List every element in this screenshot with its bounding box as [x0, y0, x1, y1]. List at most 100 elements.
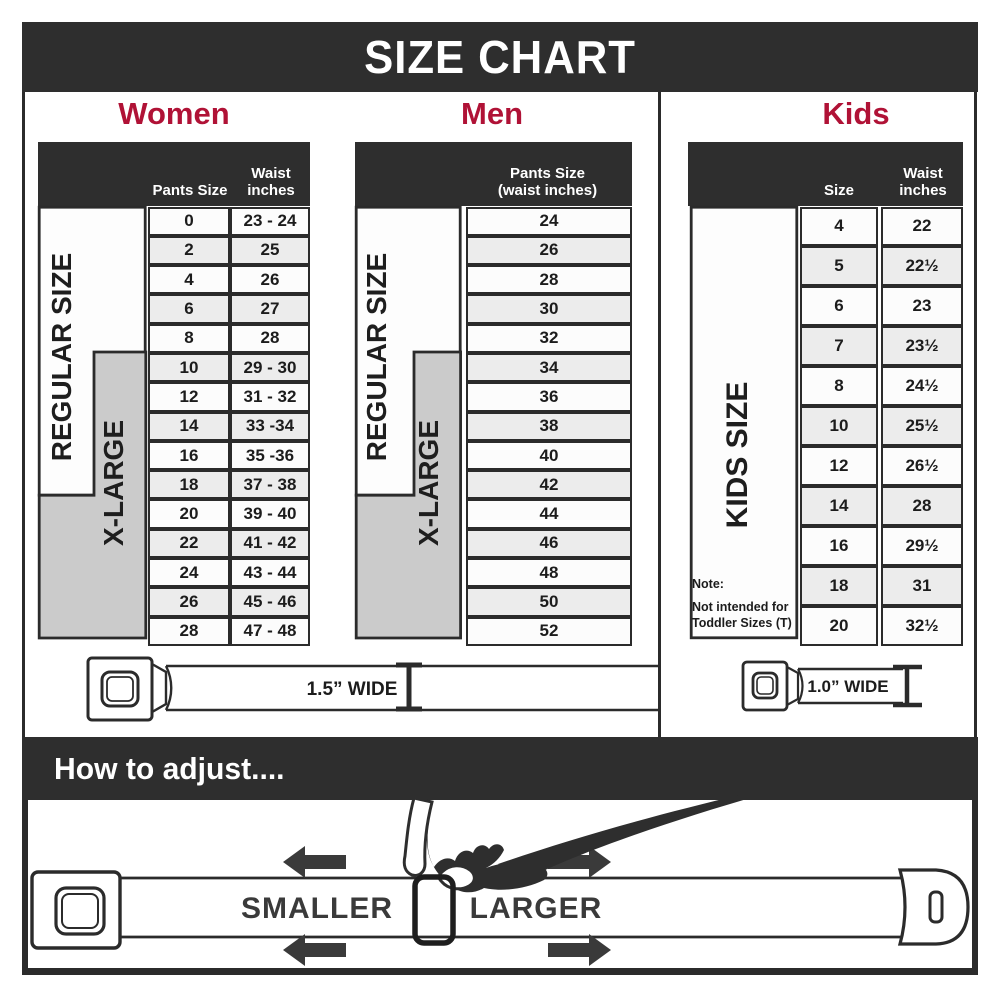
table-row: 28 47 - 48	[148, 616, 310, 646]
width-measure-icon	[396, 662, 422, 712]
waist-inches-cell: 23½	[881, 326, 963, 367]
kids-note: Note: Not intended for Toddler Sizes (T)	[692, 577, 792, 630]
pants-size-cell: 52	[466, 616, 632, 646]
size-cell: 7	[800, 326, 878, 367]
table-row: 44	[466, 499, 632, 529]
waist-inches-cell: 22½	[881, 246, 963, 287]
waist-inches-cell: 47 - 48	[230, 616, 310, 646]
waist-inches-cell: 29 - 30	[230, 352, 310, 383]
pants-size-cell: 16	[148, 440, 230, 471]
waist-inches-cell: 25½	[881, 406, 963, 447]
pants-size-cell: 20	[148, 499, 230, 529]
table-row: 50	[466, 587, 632, 617]
table-row: 30	[466, 294, 632, 324]
women-heading: Women	[118, 96, 230, 131]
table-row: 46	[466, 528, 632, 559]
table-row: 20 32½	[800, 605, 963, 646]
table-row: 18 31	[800, 565, 963, 606]
women-regular-label: REGULAR SIZE	[46, 253, 77, 461]
kids-size-table: 4 22 5 22½ 6 23 7 23½ 8 24½ 10 25½ 12 26½ 14 28 16 29½ 18 3…	[800, 206, 963, 646]
women-xlarge-box	[37, 350, 148, 640]
men-col-header: Pants Size (waist inches)	[497, 165, 598, 199]
title-band: SIZE CHART	[22, 22, 978, 92]
waist-inches-cell: 28	[881, 486, 963, 526]
kids-size-box	[689, 205, 799, 640]
belt-slider	[412, 874, 456, 946]
seatbelt-buckle-icon	[30, 870, 122, 950]
hand-icon	[402, 794, 764, 893]
women-size-table: 0 23 - 24 2 25 4 26 6 27 8 28 10 29 - 30 12 31 - 32 14…	[148, 206, 310, 646]
kids-size-label: KIDS SIZE	[721, 382, 754, 529]
table-row: 22 41 - 42	[148, 528, 310, 559]
page-title: SIZE CHART	[364, 31, 636, 83]
table-row: 28	[466, 265, 632, 295]
table-row: 20 39 - 40	[148, 499, 310, 529]
table-row: 42	[466, 470, 632, 500]
table-row: 18 37 - 38	[148, 470, 310, 500]
pants-size-cell: 10	[148, 352, 230, 383]
kids-belt-width-label: 1.0” WIDE	[807, 677, 888, 696]
waist-inches-cell: 29½	[881, 526, 963, 566]
pants-size-cell: 38	[466, 411, 632, 441]
waist-inches-cell: 23	[881, 286, 963, 327]
waist-inches-cell: 43 - 44	[230, 558, 310, 588]
table-row: 2 25	[148, 235, 310, 266]
women-col2-header: Waist inches	[247, 165, 295, 199]
men-xlarge-label: X-LARGE	[413, 420, 444, 546]
pants-size-cell: 24	[466, 206, 632, 236]
table-row: 16 29½	[800, 526, 963, 566]
left-border	[22, 92, 25, 737]
adult-belt-width-label: 1.5” WIDE	[307, 679, 398, 700]
men-regular-label: REGULAR SIZE	[361, 253, 392, 461]
waist-inches-cell: 33 -34	[230, 411, 310, 441]
men-size-range-labels: REGULAR SIZE X-LARGE	[354, 205, 462, 640]
pants-size-cell: 28	[148, 616, 230, 646]
table-row: 8 28	[148, 323, 310, 353]
table-row: 8 24½	[800, 366, 963, 407]
pants-size-cell: 36	[466, 382, 632, 412]
table-row: 4 26	[148, 265, 310, 295]
table-row: 10 25½	[800, 406, 963, 447]
men-size-table: 24 26 28 30 32 34 36 38 40 42 44 46 48 50 52	[466, 206, 632, 646]
men-xlarge-box	[354, 350, 462, 640]
table-row: 16 35 -36	[148, 440, 310, 471]
size-cell: 14	[800, 486, 878, 526]
pants-size-cell: 28	[466, 265, 632, 295]
table-row: 4 22	[800, 206, 963, 247]
waist-inches-cell: 22	[881, 206, 963, 247]
women-table-header: Pants Size Waist inches	[38, 142, 310, 206]
pants-size-cell: 18	[148, 470, 230, 500]
kids-belt-illustration: 1.0” WIDE	[741, 660, 922, 712]
how-to-adjust-band: How to adjust....	[22, 737, 978, 800]
table-row: 38	[466, 411, 632, 441]
size-cell: 4	[800, 206, 878, 247]
pants-size-cell: 26	[148, 587, 230, 617]
size-cell: 5	[800, 246, 878, 287]
pants-size-cell: 48	[466, 558, 632, 588]
kids-col2-header: Waist inches	[899, 165, 947, 199]
table-row: 52	[466, 616, 632, 646]
waist-inches-cell: 41 - 42	[230, 528, 310, 559]
pants-size-cell: 14	[148, 411, 230, 441]
waist-inches-cell: 27	[230, 294, 310, 324]
pants-size-cell: 24	[148, 558, 230, 588]
size-cell: 12	[800, 446, 878, 487]
pants-size-cell: 26	[466, 235, 632, 266]
waist-inches-cell: 31	[881, 565, 963, 606]
belt-tip	[897, 868, 970, 946]
kids-col1-header: Size	[823, 182, 854, 199]
table-row: 12 26½	[800, 446, 963, 487]
kids-size-range-labels: KIDS SIZE	[689, 205, 799, 640]
pants-size-cell: 12	[148, 382, 230, 412]
table-row: 14 28	[800, 486, 963, 526]
pants-size-cell: 8	[148, 323, 230, 353]
pants-size-cell: 30	[466, 294, 632, 324]
kids-table-header: Size Waist inches	[688, 142, 963, 206]
table-row: 24 43 - 44	[148, 558, 310, 588]
pants-size-cell: 50	[466, 587, 632, 617]
waist-inches-cell: 45 - 46	[230, 587, 310, 617]
adult-belt-illustration: 1.5” WIDE	[86, 656, 658, 722]
size-cell: 10	[800, 406, 878, 447]
pants-size-cell: 2	[148, 235, 230, 266]
